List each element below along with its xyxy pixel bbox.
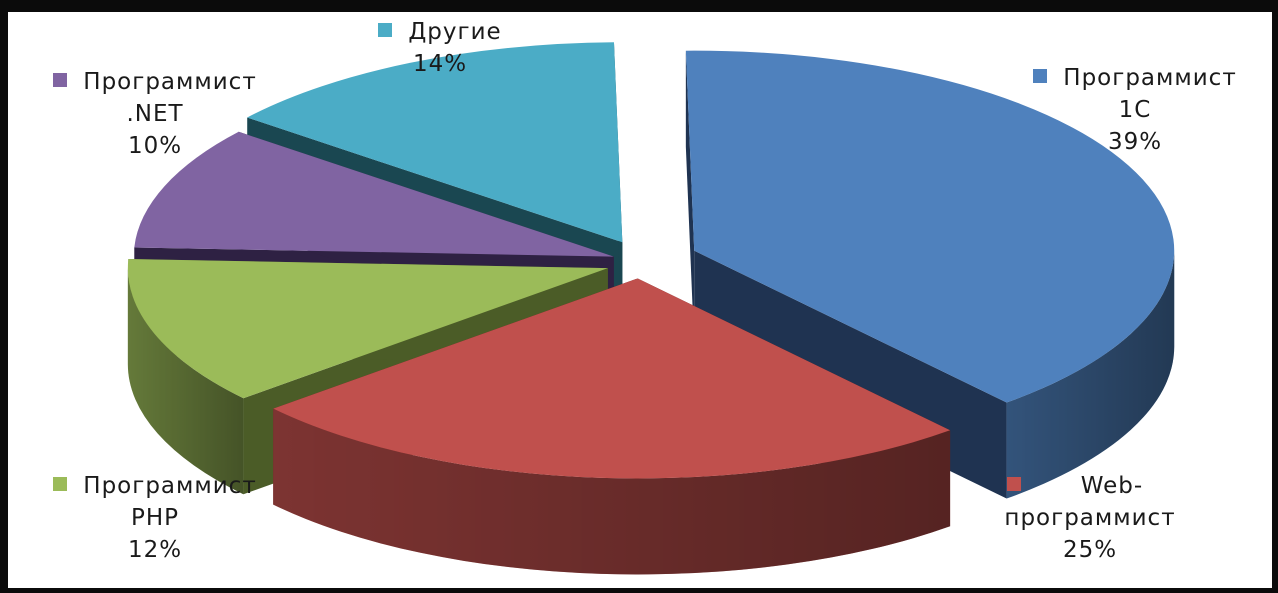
slice-label-line: 1С [1118, 97, 1152, 123]
legend-marker [1033, 69, 1048, 83]
slice-label-programmer-1c: Программист 1С 39% [1010, 62, 1260, 158]
slice-percent: 14% [412, 51, 468, 77]
slice-label-line: Программист [1063, 65, 1237, 91]
slice-outer-shade [1006, 250, 1175, 499]
slice-label-line: Программист [83, 69, 257, 95]
slice-label-line: Web- [1080, 473, 1144, 499]
slice-label-web-programmer: Web- программист 25% [940, 470, 1210, 566]
slice-label-line: .NET [126, 101, 184, 127]
legend-marker [53, 477, 68, 491]
slice-side-face [685, 50, 695, 347]
slice-top-face [127, 259, 608, 399]
slice-percent: 25% [1062, 537, 1118, 563]
slice-label-programmer-net: Программист .NET 10% [25, 66, 285, 162]
slice-top-face [273, 278, 951, 479]
slice-percent: 39% [1107, 129, 1163, 155]
legend-marker [378, 23, 393, 37]
legend-marker [1006, 477, 1021, 491]
slice-percent: 12% [127, 537, 183, 563]
slice-label-line: PHP [130, 505, 180, 531]
slice-outer-darken [1006, 250, 1175, 499]
pie-slice [685, 50, 1175, 499]
pie-slice [273, 278, 951, 575]
slice-outer-shade [127, 268, 244, 495]
slice-top-face [134, 131, 614, 257]
slice-top-face [247, 42, 623, 243]
slice-outer-shade [273, 408, 951, 575]
slice-top-face [685, 50, 1175, 403]
slice-outer-darken [127, 268, 244, 495]
slice-percent: 10% [127, 133, 183, 159]
slice-label-programmer-php: Программист PHP 12% [25, 470, 285, 566]
slice-label-line: Программист [83, 473, 257, 499]
slice-label-line: программист [1004, 505, 1176, 531]
legend-marker [53, 73, 68, 87]
slice-outer-darken [273, 408, 951, 575]
slice-label-line: Другие [408, 19, 502, 45]
slice-label-other: Другие 14% [330, 16, 550, 80]
